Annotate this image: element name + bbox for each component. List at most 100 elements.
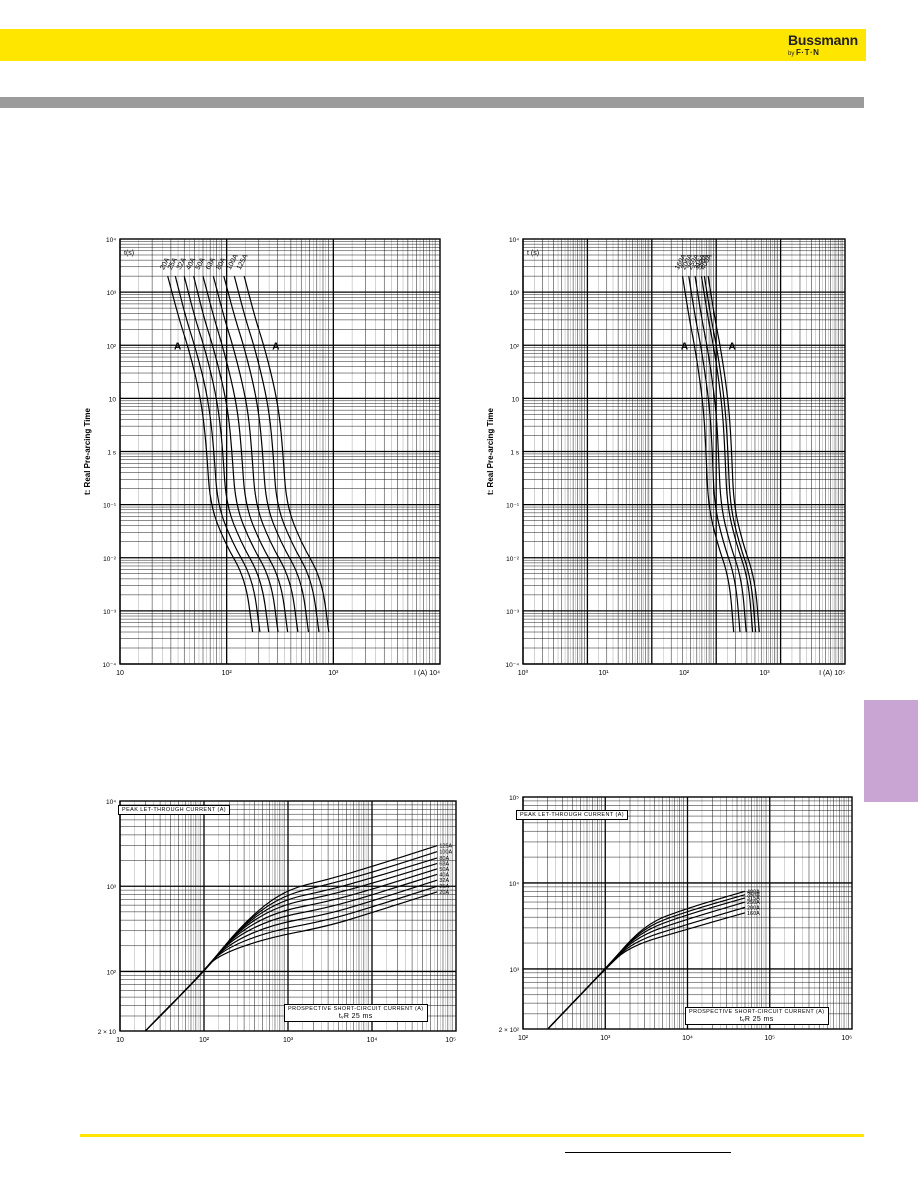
c1-series-350a-line [703, 276, 757, 633]
c0-y-tick-label: 10² [107, 343, 117, 350]
c2-condition: tᵥR 25 ms [338, 1013, 373, 1020]
chart-time-current-160-400a: 10⁰ 10¹ 10² 10³ I (A) 10⁵ 10⁻⁴ 10⁻³ 10⁻² 10⁻¹ 1 s… [486, 237, 846, 677]
c0-annotation-left: A [174, 341, 181, 352]
c1-y-tick-label: 10⁻¹ [506, 503, 520, 510]
c3-y-tick-label: 10⁵ [509, 795, 519, 802]
c3-series-label: 400A [747, 889, 760, 895]
c2-y-tick-label: 2 × 10 [98, 1029, 117, 1036]
c0-series-label: 80A [215, 256, 227, 271]
c2-x-tick-label: 10⁴ [367, 1037, 378, 1044]
c2-series-20a-line [144, 891, 438, 1032]
c2-series-label: 63A [439, 861, 449, 867]
c1-series-160a-line [681, 276, 735, 633]
c3-title-box: PEAK LET-THROUGH CURRENT (A) [516, 810, 628, 820]
c3-series-label: 315A [747, 896, 760, 902]
header-band [0, 29, 866, 61]
c3-series-label: 160A [747, 911, 760, 917]
c0-series-80a-line [223, 275, 310, 633]
c0-series-25a-line [174, 275, 261, 633]
c3-y-tick-label: 2 × 10² [499, 1027, 520, 1034]
c1-series-250a-line [694, 276, 747, 633]
c2-plot-frame [119, 800, 457, 1032]
c3-x-tick-label: 10³ [600, 1035, 611, 1042]
c2-x-tick-label: 10 [116, 1037, 124, 1044]
c1-annotation-left: A [681, 341, 688, 352]
c2-series-label: 80A [439, 856, 449, 862]
byline-parent: F·T·N [796, 48, 820, 57]
c2-y-tick-label: 10³ [107, 884, 117, 891]
c3-series-160a-line [547, 912, 746, 1030]
c0-y-tick-label: 10⁻² [103, 556, 117, 563]
c1-series-200a-line [688, 276, 741, 633]
c1-x-tick-label: 10⁰ [518, 669, 529, 677]
c2-series-label: 40A [439, 872, 449, 878]
c1-y-tick-label: 10 [512, 396, 520, 403]
c0-series-100a-line [233, 275, 320, 633]
byline-by: by [788, 51, 795, 57]
c0-y-tick-label: 10⁻⁴ [103, 662, 117, 669]
c0-annotation-right: A [272, 341, 279, 352]
c0-series-40a-line [193, 275, 279, 633]
c1-y-axis-label: t: Real Pre-arcing Time [486, 407, 495, 495]
c3-plot-frame [522, 796, 853, 1030]
c0-y-tick-label: 10⁻¹ [103, 503, 117, 510]
c2-x-tick-label: 10⁵ [445, 1037, 456, 1044]
c0-series-125a-line [243, 275, 330, 633]
c3-condition: tᵥR 25 ms [739, 1016, 774, 1023]
c2-series-label: 50A [439, 867, 449, 873]
c0-y-axis-label: t: Real Pre-arcing Time [83, 407, 92, 495]
c2-xlabel: PROSPECTIVE SHORT-CIRCUIT CURRENT (A) [288, 1006, 424, 1012]
section-side-tab [864, 700, 918, 802]
c1-plot-frame [522, 238, 846, 665]
c0-y-tick-label: 10 [109, 396, 117, 403]
c3-series-label: 200A [747, 905, 760, 911]
c0-series-20a-line [167, 275, 254, 633]
c3-series-label: 350A [747, 893, 760, 899]
c0-series-63a-line [212, 275, 299, 633]
c1-series-400a-line [707, 276, 760, 633]
c3-xlabel-box: PROSPECTIVE SHORT-CIRCUIT CURRENT (A) tᵥ… [685, 1007, 829, 1025]
c2-x-tick-label: 10² [199, 1037, 210, 1044]
c1-y-tick-label: 10⁻⁴ [506, 662, 520, 669]
c3-series-label: 250A [747, 900, 760, 906]
c3-x-tick-label: 10⁵ [764, 1035, 775, 1042]
bussmann-logo: Bussmann by F·T·N [788, 33, 862, 59]
c1-y-tick-label: 10⁻³ [506, 609, 520, 616]
c1-y-unit-label: t (s) [527, 250, 539, 257]
c2-y-tick-label: 10⁴ [106, 799, 116, 806]
c2-title-box: PEAK LET-THROUGH CURRENT (A) [118, 805, 230, 815]
brand-name: Bussmann [788, 32, 858, 48]
c2-title: PEAK LET-THROUGH CURRENT (A) [122, 807, 226, 813]
chart-let-through-20-125a: 10 10² 10³ 10⁴ 10⁵ 2 × 10 10² 10³ 10⁴ 125A100A80A… [98, 799, 457, 1044]
c1-x-tick-label: I (A) 10⁵ [819, 670, 845, 677]
c0-y-tick-label: 10⁴ [106, 237, 116, 244]
c0-y-tick-label: 10⁻³ [103, 609, 117, 616]
c1-series-315a-line [700, 276, 754, 633]
c1-x-tick-label: 10¹ [598, 670, 609, 677]
c0-x-tick-label: I (A) 10⁴ [414, 670, 440, 677]
c3-y-tick-label: 10³ [510, 967, 520, 974]
c2-x-tick-label: 10³ [283, 1037, 294, 1044]
c0-plot-frame [119, 238, 441, 665]
c2-series-label: 125A [439, 844, 452, 850]
c0-x-tick-label: 10² [222, 670, 233, 677]
c0-y-tick-label: 1 s [107, 450, 116, 457]
c0-y-unit-label: t(s) [124, 250, 134, 257]
c1-y-tick-label: 10⁴ [509, 237, 519, 244]
c0-series-50a-line [202, 275, 289, 633]
c1-annotation-right: A [728, 341, 735, 352]
section-rule [0, 97, 864, 108]
c3-title: PEAK LET-THROUGH CURRENT (A) [520, 812, 624, 818]
c0-series-32a-line [183, 275, 270, 633]
c1-y-tick-label: 10² [510, 343, 520, 350]
c0-x-tick-label: 10 [116, 670, 124, 677]
chart-let-through-160-400a: 10² 10³ 10⁴ 10⁵ 10⁶ 2 × 10² 10³ 10⁴ 10⁵ 400A350A3… [499, 795, 853, 1042]
c1-y-tick-label: 10³ [510, 290, 520, 297]
c2-series-label: 20A [439, 890, 449, 896]
c3-x-tick-label: 10⁴ [682, 1035, 693, 1042]
c1-x-tick-label: 10³ [759, 670, 770, 677]
footer-link-line [565, 1152, 731, 1153]
chart-time-current-20-125a: 10 10² 10³ I (A) 10⁴ 10⁻⁴ 10⁻³ 10⁻² 10⁻¹ 1 s 10 10… [83, 237, 441, 677]
footer-rule [80, 1134, 864, 1137]
c3-xlabel: PROSPECTIVE SHORT-CIRCUIT CURRENT (A) [689, 1009, 825, 1015]
